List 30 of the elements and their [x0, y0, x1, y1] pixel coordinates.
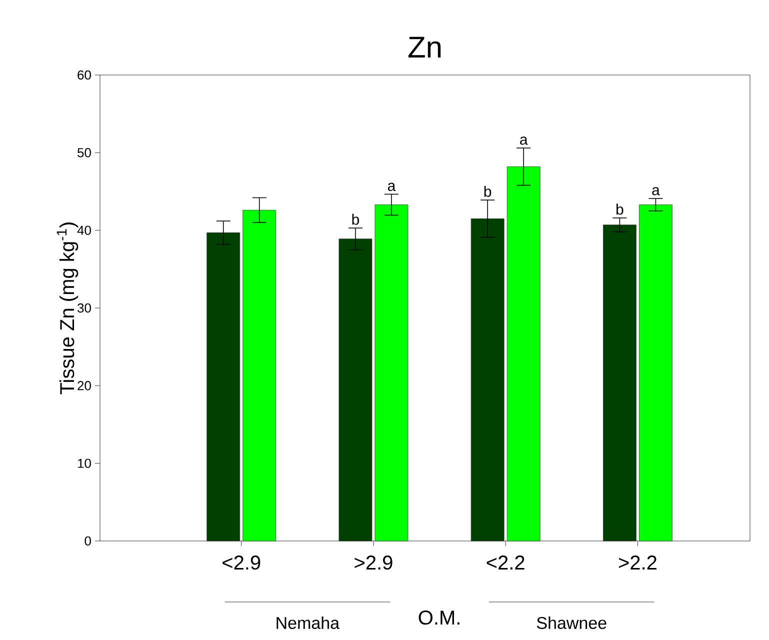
- text: Nemaha: [276, 616, 340, 630]
- bar: [242, 210, 276, 542]
- annotation: a: [652, 187, 660, 196]
- bar: [470, 218, 504, 542]
- y-axis-title: Tissue Zn (mg kg$^{-1}$): [56, 222, 78, 394]
- y-tick-label: 60: [78, 70, 91, 80]
- x-tick-label: >2.2: [618, 556, 656, 570]
- annotation: b: [616, 204, 624, 215]
- chart-title: Zn: [408, 36, 441, 58]
- x-tick-label: >2.9: [354, 556, 392, 570]
- y-tick-label: 20: [78, 381, 91, 390]
- bar: [506, 166, 540, 542]
- bar: [639, 204, 672, 542]
- bar: [338, 238, 372, 542]
- y-tick-label: 10: [78, 458, 91, 468]
- y-tick-label: 0: [84, 536, 91, 546]
- x-tick-label: <2.9: [222, 556, 260, 570]
- annotation: b: [484, 186, 492, 197]
- annotation: a: [388, 182, 396, 192]
- annotation: b: [352, 214, 360, 225]
- bar: [374, 204, 408, 542]
- bar: [603, 224, 636, 542]
- x-tick-label: <2.2: [486, 556, 524, 570]
- annotation: a: [520, 136, 528, 145]
- y-tick-label: 40: [77, 226, 91, 235]
- x-axis-title: O.M.: [418, 610, 460, 625]
- text: Shawnee: [536, 616, 606, 630]
- y-tick-label: 30: [78, 303, 91, 313]
- y-tick-label: 50: [78, 148, 91, 158]
- bar: [206, 232, 240, 542]
